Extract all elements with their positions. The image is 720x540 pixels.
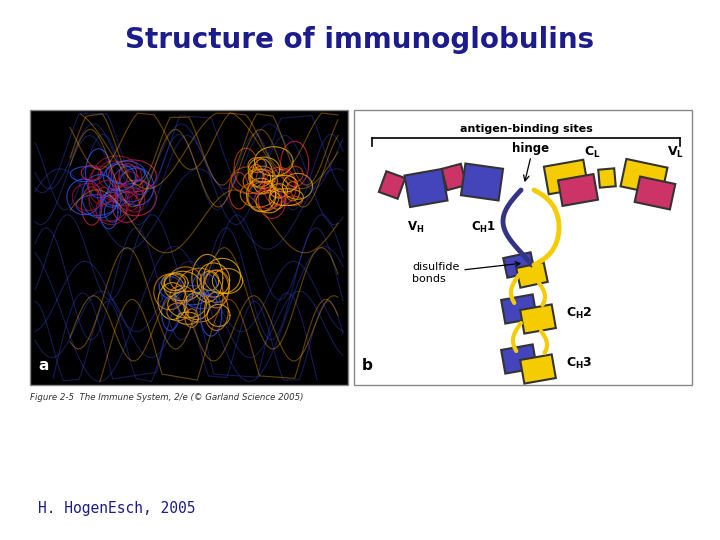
Bar: [520, 305, 556, 334]
Bar: [635, 177, 675, 210]
Bar: [544, 160, 588, 194]
Text: $\mathbf{C_H2}$: $\mathbf{C_H2}$: [566, 306, 593, 321]
Bar: [405, 169, 448, 207]
Bar: [516, 262, 548, 288]
Text: b: b: [362, 358, 373, 373]
Text: $\mathbf{C_H1}$: $\mathbf{C_H1}$: [472, 220, 497, 235]
Bar: [354, 110, 692, 385]
Bar: [503, 252, 535, 278]
Text: $\mathbf{C_H3}$: $\mathbf{C_H3}$: [566, 355, 593, 370]
Bar: [30, 110, 348, 385]
Text: $\mathbf{V_H}$: $\mathbf{V_H}$: [408, 220, 425, 235]
Bar: [441, 164, 467, 190]
Text: $\mathbf{V_L}$: $\mathbf{V_L}$: [667, 144, 684, 159]
Text: Figure 2-5  The Immune System, 2/e (© Garland Science 2005): Figure 2-5 The Immune System, 2/e (© Gar…: [30, 393, 304, 402]
Text: a: a: [38, 358, 48, 373]
Bar: [621, 159, 667, 195]
Bar: [461, 164, 503, 200]
Text: H. HogenEsch, 2005: H. HogenEsch, 2005: [38, 501, 196, 516]
Bar: [558, 174, 598, 206]
Bar: [501, 345, 537, 374]
Bar: [379, 171, 405, 199]
Text: antigen-binding sites: antigen-binding sites: [459, 124, 593, 134]
Bar: [520, 354, 556, 383]
Text: hinge: hinge: [513, 142, 549, 155]
Text: $\mathbf{C_L}$: $\mathbf{C_L}$: [584, 144, 600, 159]
Text: disulfide
bonds: disulfide bonds: [412, 262, 520, 284]
Text: Structure of immunoglobulins: Structure of immunoglobulins: [125, 26, 595, 54]
Bar: [598, 168, 616, 188]
Bar: [501, 294, 537, 323]
